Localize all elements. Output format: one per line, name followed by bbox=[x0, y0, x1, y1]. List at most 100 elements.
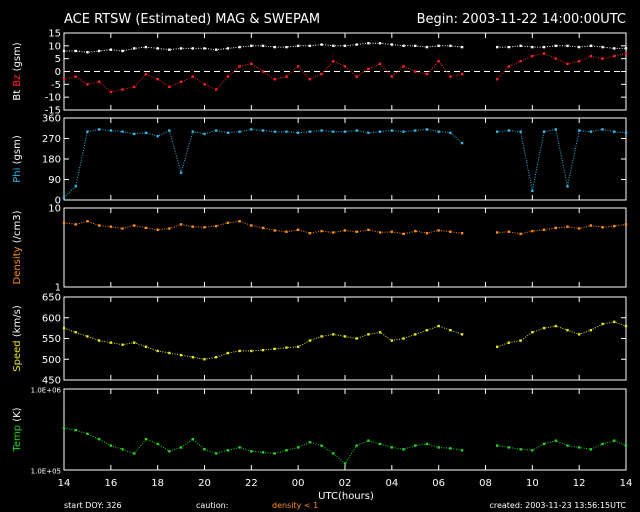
data-point bbox=[109, 48, 113, 51]
data-point bbox=[144, 438, 148, 441]
y-tick-label: 270 bbox=[42, 134, 61, 145]
data-point bbox=[577, 45, 581, 49]
data-point bbox=[425, 329, 429, 332]
y-tick-label: 550 bbox=[42, 334, 61, 345]
series-trace bbox=[63, 128, 463, 199]
caution-label: caution: bbox=[196, 501, 228, 510]
series-trace bbox=[497, 128, 627, 191]
data-point bbox=[589, 448, 593, 451]
series-trace bbox=[63, 427, 463, 465]
density-caution-note: density < 1 bbox=[272, 501, 318, 510]
y-tick-label: 650 bbox=[42, 293, 61, 304]
y-tick-label: 0 bbox=[55, 196, 61, 207]
y-tick-label: 360 bbox=[42, 114, 61, 125]
data-point bbox=[320, 444, 323, 447]
data-point bbox=[74, 49, 77, 53]
y-label-part: Speed bbox=[12, 340, 23, 371]
data-point bbox=[97, 339, 101, 342]
data-point bbox=[74, 75, 77, 78]
data-point bbox=[320, 229, 323, 233]
data-point bbox=[133, 224, 136, 227]
series-trace bbox=[64, 42, 463, 53]
data-point bbox=[355, 444, 358, 447]
data-point bbox=[320, 335, 323, 338]
data-point bbox=[320, 43, 323, 46]
data-point bbox=[86, 130, 89, 133]
data-point bbox=[308, 441, 312, 444]
data-point bbox=[613, 130, 616, 133]
data-point bbox=[273, 45, 276, 49]
data-point bbox=[74, 185, 77, 188]
y-tick-label: 0 bbox=[55, 67, 61, 78]
series-density bbox=[62, 220, 628, 236]
data-point bbox=[343, 44, 347, 48]
data-point bbox=[332, 60, 335, 63]
series-phi bbox=[62, 128, 628, 199]
data-point bbox=[109, 90, 113, 94]
data-point bbox=[86, 220, 89, 223]
data-point bbox=[62, 221, 66, 224]
data-point bbox=[402, 232, 405, 236]
data-point bbox=[554, 128, 557, 131]
y-tick-label: 1.0E+06 bbox=[31, 387, 62, 395]
data-point bbox=[156, 442, 159, 446]
data-point bbox=[285, 75, 288, 78]
data-point bbox=[601, 57, 604, 60]
data-point bbox=[121, 49, 124, 53]
panel-temp: 1.0E+06 1.0E+05 Temp (K) bbox=[12, 387, 628, 476]
data-point bbox=[191, 225, 194, 228]
data-point bbox=[519, 130, 522, 133]
data-point bbox=[577, 60, 581, 63]
x-tick-label: 22 bbox=[245, 478, 258, 489]
data-point bbox=[97, 224, 101, 227]
x-tick-label: 20 bbox=[198, 478, 211, 489]
x-tick-label: 08 bbox=[479, 478, 492, 489]
chart-title: ACE RTSW (Estimated) MAG & SWEPAM bbox=[64, 12, 320, 27]
data-point bbox=[296, 65, 300, 68]
y-axis-label: Speed (km/s) bbox=[12, 305, 23, 372]
data-point bbox=[296, 446, 300, 449]
data-point bbox=[613, 439, 616, 442]
data-point bbox=[191, 438, 194, 441]
y-tick-label: 450 bbox=[42, 376, 61, 387]
y-axis-label: Temp (K) bbox=[12, 407, 23, 452]
data-point bbox=[250, 450, 253, 453]
data-point bbox=[144, 72, 148, 76]
data-point bbox=[238, 45, 241, 49]
data-point bbox=[97, 128, 101, 131]
data-point bbox=[133, 85, 136, 89]
data-point bbox=[179, 446, 183, 449]
series-trace bbox=[63, 60, 463, 93]
y-label-part: Density bbox=[12, 246, 23, 284]
data-point bbox=[542, 52, 546, 55]
data-point bbox=[425, 45, 429, 49]
data-point bbox=[343, 335, 347, 338]
data-point bbox=[449, 75, 452, 78]
created-timestamp: created: 2003-11-23 13:56:15UTC bbox=[489, 501, 626, 510]
x-tick-label: 18 bbox=[151, 478, 164, 489]
data-point bbox=[624, 131, 628, 135]
data-point bbox=[144, 131, 148, 135]
x-axis-label: UTC(hours) bbox=[318, 491, 374, 502]
data-point bbox=[449, 329, 452, 332]
data-point bbox=[308, 78, 312, 81]
data-point bbox=[86, 432, 89, 435]
data-point bbox=[179, 353, 183, 357]
data-point bbox=[519, 232, 522, 236]
x-tick-label: 10 bbox=[526, 478, 539, 489]
data-point bbox=[460, 141, 464, 145]
data-point bbox=[355, 43, 358, 46]
data-point bbox=[203, 47, 206, 50]
data-point bbox=[437, 324, 440, 328]
data-point bbox=[390, 446, 394, 449]
y-tick-label: 90 bbox=[48, 175, 61, 186]
x-axis: 14 16 18 20 22 00 02 04 06 08 10 12 14 bbox=[58, 478, 633, 489]
data-point bbox=[613, 224, 616, 228]
data-point bbox=[460, 72, 464, 76]
data-point bbox=[378, 442, 382, 446]
data-point bbox=[250, 62, 253, 65]
y-tick-label: 1.0E+05 bbox=[31, 468, 61, 476]
x-tick-label: 12 bbox=[573, 478, 586, 489]
